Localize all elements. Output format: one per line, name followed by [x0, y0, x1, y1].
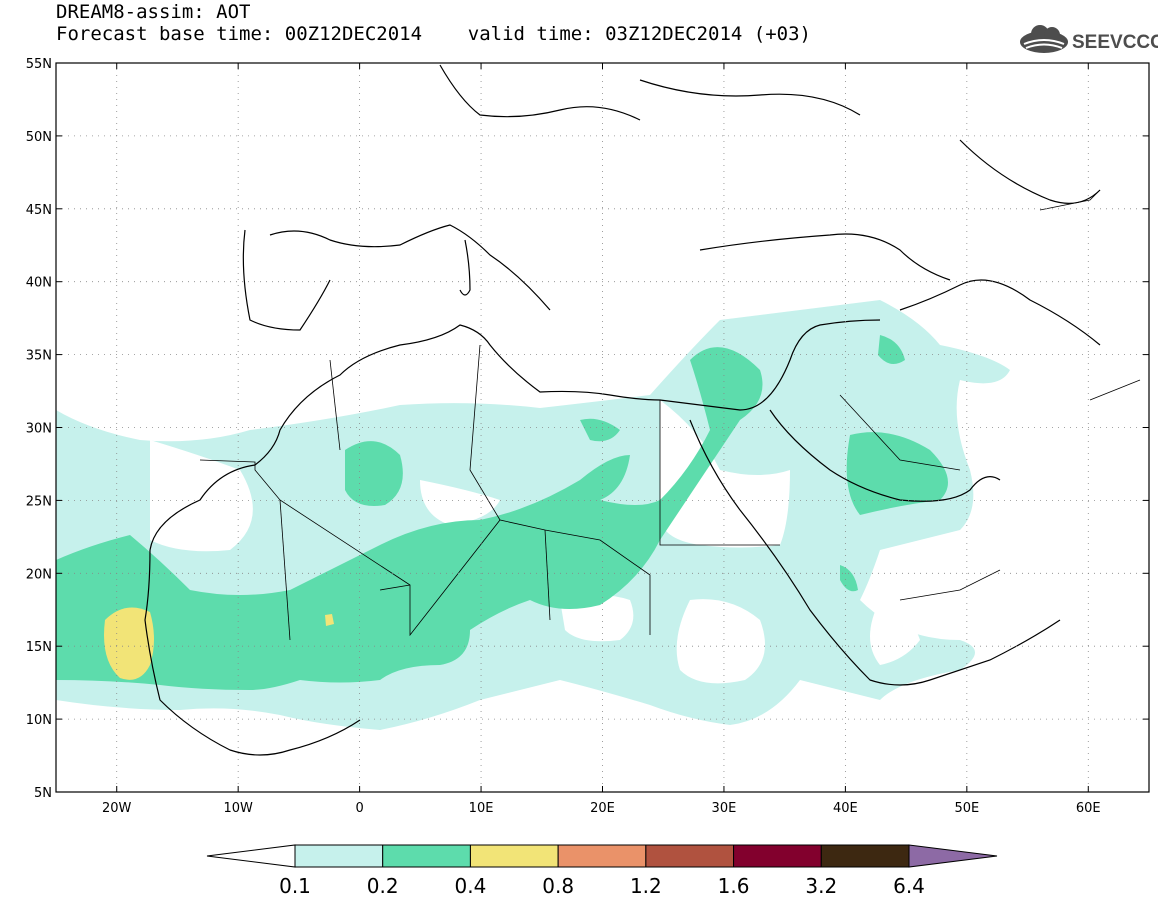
aot-band-0.2: [56, 347, 763, 690]
colorbar-label: 0.1: [279, 874, 311, 898]
lon-label: 10E: [469, 801, 494, 816]
lon-label: 50E: [954, 801, 979, 816]
colorbar-label: 1.2: [630, 874, 662, 898]
lon-label: 60E: [1076, 801, 1101, 816]
colorbar-lower-extend: [206, 844, 296, 868]
lon-label: 40E: [833, 801, 858, 816]
borders: [199, 189, 1141, 641]
lon-label: 0: [355, 801, 363, 816]
colorbar-segment: [382, 844, 471, 868]
lat-label: 15N: [26, 640, 52, 655]
lat-lon-grid: [56, 63, 1149, 792]
coastlines: [144, 64, 1101, 756]
colorbar-segment: [294, 844, 384, 868]
lat-label: 50N: [26, 130, 52, 145]
lon-label: 30E: [712, 801, 737, 816]
colorbar-label: 6.4: [893, 874, 925, 898]
lat-label: 55N: [26, 57, 52, 72]
forecast-time-line: Forecast base time: 00Z12DEC2014 valid t…: [56, 23, 811, 45]
colorbar-segment: [645, 844, 735, 868]
colorbar-segment: [557, 844, 647, 868]
colorbar-segment: [733, 844, 822, 868]
colorbar-segment: [469, 844, 559, 868]
cloud-icon: [1020, 25, 1068, 53]
lat-label: 10N: [26, 713, 52, 728]
colorbar-label: 0.4: [455, 874, 487, 898]
lat-label: 35N: [26, 349, 52, 364]
colorbar-segment: [820, 844, 910, 868]
lat-label: 5N: [34, 786, 52, 801]
lat-label: 45N: [26, 203, 52, 218]
longitude-axis: 20W 10W 0 10E 20E 30E 40E 50E 60E: [102, 63, 1101, 816]
colorbar-label: 0.8: [542, 874, 574, 898]
aot-band-0.4: [104, 607, 154, 680]
seevccc-logo: SEEVCCC: [1020, 25, 1158, 53]
colorbar-label: 3.2: [805, 874, 837, 898]
lat-label: 20N: [26, 567, 52, 582]
lat-label: 25N: [26, 494, 52, 509]
aot-field: [56, 64, 1141, 756]
colorbar-label: 1.6: [718, 874, 750, 898]
logo-text: SEEVCCC: [1072, 32, 1158, 53]
lon-label: 20E: [590, 801, 615, 816]
lon-label: 10W: [223, 801, 253, 816]
aot-colorbar: 0.1 0.2 0.4 0.8 1.2 1.6 3.2 6.4: [206, 844, 998, 898]
latitude-axis: 55N 50N 45N 40N 35N 30N 25N 20N 15N 10N 5N: [26, 57, 1149, 801]
colorbar-upper-extend: [908, 844, 998, 868]
lat-label: 40N: [26, 276, 52, 291]
map-title: DREAM8-assim: AOT: [56, 1, 251, 23]
lon-label: 20W: [102, 801, 132, 816]
lat-label: 30N: [26, 422, 52, 437]
colorbar-label: 0.2: [367, 874, 399, 898]
